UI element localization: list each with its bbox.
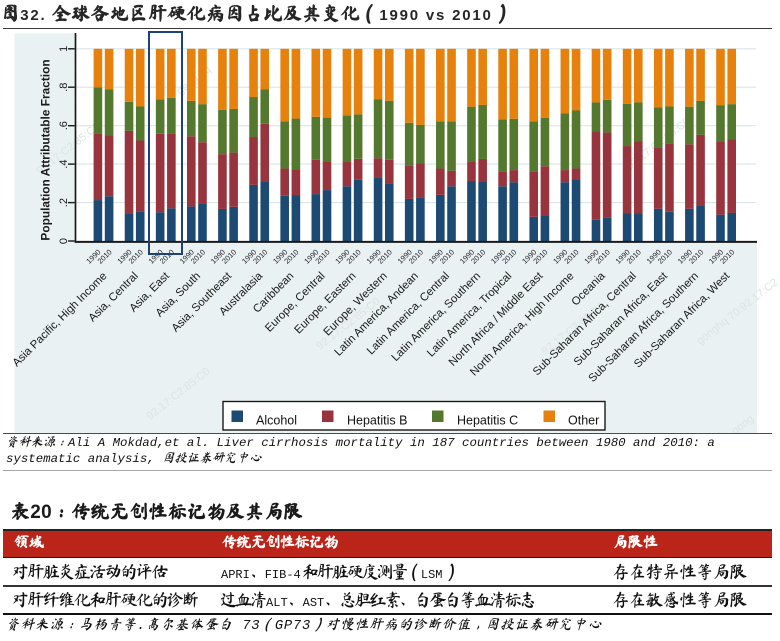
svg-text:Hepatitis C: Hepatitis C <box>457 414 518 428</box>
svg-text:.4: .4 <box>58 160 70 169</box>
svg-text:Other: Other <box>568 414 599 428</box>
svg-text:1: 1 <box>58 46 70 52</box>
svg-text:Population Attributable Fracti: Population Attributable Fraction <box>39 59 53 240</box>
svg-text:0: 0 <box>58 238 70 244</box>
svg-text:.6: .6 <box>58 121 70 130</box>
svg-text:.8: .8 <box>58 83 70 92</box>
svg-text:Alcohol: Alcohol <box>256 414 297 428</box>
svg-text:Hepatitis B: Hepatitis B <box>347 414 407 428</box>
svg-text:.2: .2 <box>58 198 70 207</box>
